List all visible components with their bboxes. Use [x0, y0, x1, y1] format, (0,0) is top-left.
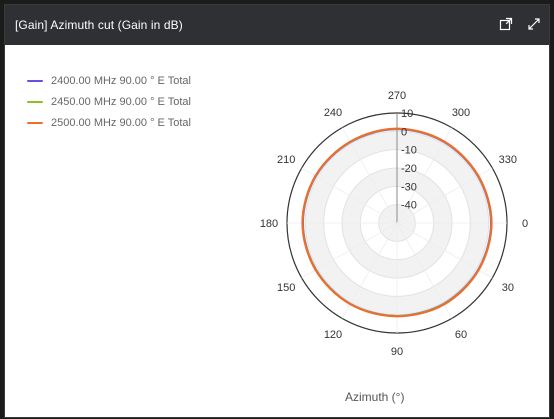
legend-label: 2500.00 MHz 90.00 ° E Total [51, 116, 191, 129]
radial-tick-label: -30 [401, 181, 417, 193]
legend: 2400.00 MHz 90.00 ° E Total 2450.00 MHz … [27, 70, 257, 133]
polar-chart: 10 0 -10 -20 -30 -40 0 30 60 90 120 150 180 210 240 27… [260, 90, 528, 358]
radial-tick-label: 0 [401, 126, 407, 138]
radial-labels: 10 0 -10 -20 -30 -40 [401, 108, 417, 212]
angle-tick-label: 210 [277, 154, 295, 166]
legend-label: 2450.00 MHz 90.00 ° E Total [51, 95, 191, 108]
angle-labels: 0 30 60 90 120 150 180 210 240 270 300 330 [260, 90, 528, 358]
chart-content: 2400.00 MHz 90.00 ° E Total 2450.00 MHz … [5, 45, 549, 417]
radial-tick-label: 10 [401, 108, 413, 120]
angle-grid-line [301, 222, 398, 279]
angle-tick-label: 120 [324, 329, 342, 341]
radial-tick-label: -40 [401, 200, 417, 212]
window-title: [Gain] Azimuth cut (Gain in dB) [15, 18, 183, 32]
angle-grid-line [396, 167, 493, 224]
chart-window: [Gain] Azimuth cut (Gain in dB) [4, 4, 550, 418]
legend-label: 2400.00 MHz 90.00 ° E Total [51, 74, 191, 87]
radial-tick-label: -20 [401, 163, 417, 175]
angle-grid-line [301, 167, 398, 224]
legend-item[interactable]: 2500.00 MHz 90.00 ° E Total [27, 112, 257, 133]
angle-tick-label: 330 [499, 154, 517, 166]
series-layer [301, 127, 493, 318]
azimuth-axis-label: Azimuth (°) [345, 390, 405, 404]
window-titlebar: [Gain] Azimuth cut (Gain in dB) [5, 5, 549, 45]
angle-lines [287, 113, 507, 333]
angle-tick-label: 60 [455, 329, 467, 341]
angle-tick-label: 30 [502, 282, 514, 294]
series-line [301, 127, 493, 318]
radial-tick-label: -10 [401, 145, 417, 157]
legend-swatch [27, 121, 43, 124]
angle-grid-line [341, 127, 398, 224]
angle-tick-label: 300 [452, 107, 470, 119]
angle-grid-line [396, 222, 453, 319]
angle-tick-label: 180 [260, 218, 278, 230]
angle-grid-line [341, 222, 398, 319]
legend-swatch [27, 100, 43, 103]
angle-tick-label: 90 [391, 346, 403, 358]
legend-item[interactable]: 2400.00 MHz 90.00 ° E Total [27, 70, 257, 91]
angle-tick-label: 150 [277, 282, 295, 294]
angle-tick-label: 0 [522, 218, 528, 230]
angle-tick-label: 270 [388, 90, 406, 102]
expand-icon[interactable] [525, 15, 543, 33]
popout-icon[interactable] [497, 15, 515, 33]
legend-swatch [27, 79, 43, 82]
angle-grid-line [396, 127, 453, 224]
legend-item[interactable]: 2450.00 MHz 90.00 ° E Total [27, 91, 257, 112]
angle-tick-label: 240 [324, 107, 342, 119]
title-actions [497, 15, 543, 33]
angle-grid-line [396, 222, 493, 279]
